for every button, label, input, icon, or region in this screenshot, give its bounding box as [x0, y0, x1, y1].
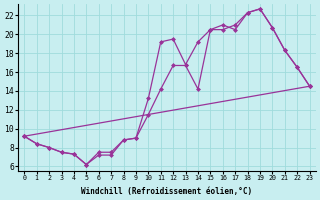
- X-axis label: Windchill (Refroidissement éolien,°C): Windchill (Refroidissement éolien,°C): [81, 187, 252, 196]
